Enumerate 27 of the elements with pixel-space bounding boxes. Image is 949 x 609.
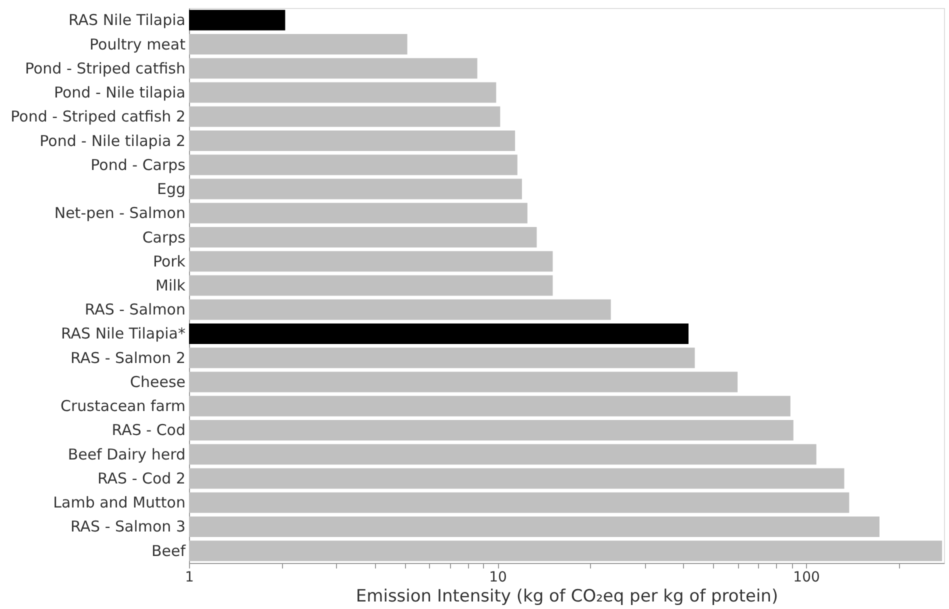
y-tick-label: Lamb and Mutton [53, 494, 186, 512]
y-tick-label: RAS Nile Tilapia* [60, 324, 186, 343]
y-tick-label: Pond - Nile tilapia 2 [40, 132, 186, 150]
y-tick-label: Poultry meat [90, 35, 186, 54]
y-tick-label: Crustacean farm [60, 397, 186, 416]
y-tick-label: Pork [152, 252, 186, 270]
y-tick-label: RAS - Cod 2 [97, 469, 186, 488]
x-tick-label: 100 [793, 570, 820, 586]
y-tick-label: Milk [156, 276, 186, 294]
x-tick-label: 1 [185, 570, 194, 586]
y-tick-label: Pond - Nile tilapia [54, 84, 186, 102]
y-tick-label: Egg [156, 180, 186, 198]
y-tick-label: Beef Dairy herd [68, 445, 186, 464]
y-tick-label: Pond - Carps [90, 156, 186, 174]
y-tick-label: Net-pen - Salmon [54, 204, 186, 222]
y-tick-label: Pond - Striped catfish [24, 59, 186, 78]
y-tick-label: Beef [151, 542, 186, 560]
y-tick-label: Carps [142, 228, 186, 246]
y-tick-label: Pond - Striped catfish 2 [10, 108, 186, 126]
y-tick-label: Cheese [130, 372, 186, 391]
x-tick-label: 10 [489, 570, 507, 586]
y-tick-label: RAS - Cod [112, 421, 186, 440]
y-tick-label: RAS - Salmon [84, 300, 186, 319]
x-axis-title: Emission Intensity (kg of CO₂eq per kg of protein) [356, 586, 778, 606]
y-tick-label: RAS - Salmon 3 [70, 518, 186, 536]
y-tick-label: RAS Nile Tilapia [68, 11, 186, 30]
y-tick-label: RAS - Salmon 2 [70, 348, 186, 367]
